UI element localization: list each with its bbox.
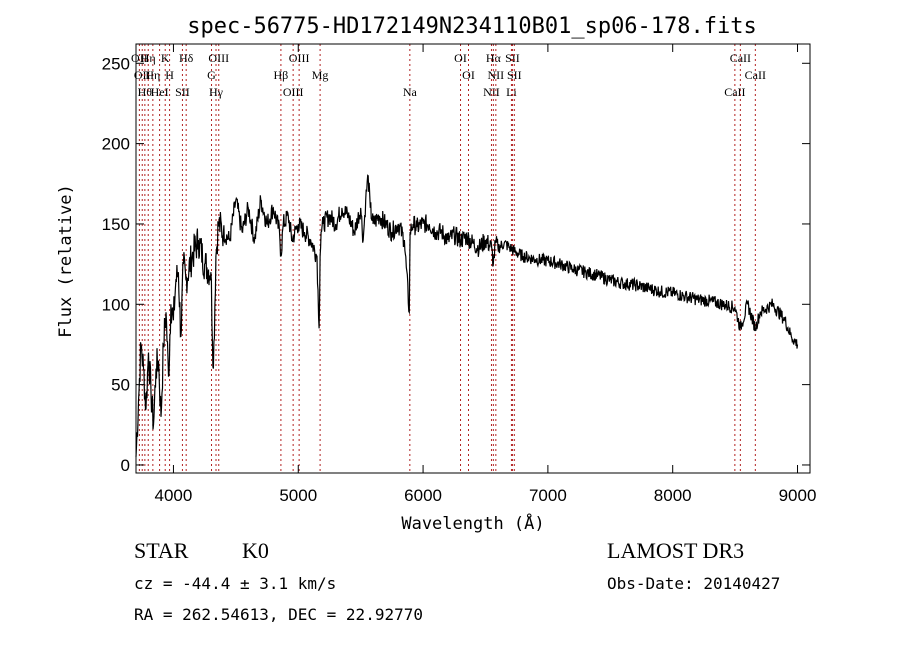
line-label-6: K — [161, 51, 170, 65]
line-label-23: Li — [506, 85, 517, 99]
line-label-11: Hγ — [209, 85, 224, 99]
chart-title: spec-56775-HD172149N234110B01_sp06-178.f… — [187, 14, 757, 39]
y-tick-label-4: 200 — [102, 135, 130, 154]
line-label-9: Hδ — [179, 51, 194, 65]
line-label-14: OIII — [283, 85, 304, 99]
survey-release: LAMOST DR3 — [607, 538, 744, 563]
x-axis-label: Wavelength (Å) — [401, 512, 544, 534]
x-tick-label-3: 7000 — [529, 486, 567, 505]
observation-date: Obs-Date: 20140427 — [607, 574, 780, 593]
line-label-13: Hβ — [274, 68, 289, 82]
x-tick-label-4: 8000 — [654, 486, 692, 505]
object-class: STAR — [134, 538, 189, 563]
line-label-17: Na — [403, 85, 418, 99]
y-tick-label-2: 100 — [102, 295, 130, 314]
flux-line — [135, 174, 799, 457]
line-label-7: H — [165, 68, 174, 82]
axis-ticks: 4000 5000 6000 7000 8000 9000 0 50 100 150 200 250 — [102, 44, 817, 505]
y-tick-label-1: 50 — [111, 376, 130, 395]
y-tick-label-5: 250 — [102, 54, 130, 73]
x-tick-label-0: 4000 — [155, 486, 193, 505]
redshift-cz: cz = -44.4 ± 3.1 km/s — [134, 574, 336, 593]
line-label-26: CaII — [724, 85, 745, 99]
line-label-3: Hη — [141, 51, 156, 65]
line-label-16: Mg — [312, 68, 329, 82]
x-tick-label-1: 5000 — [279, 486, 317, 505]
x-tick-label-5: 9000 — [779, 486, 817, 505]
line-label-0: OII — [131, 51, 148, 65]
y-tick-label-3: 150 — [102, 215, 130, 234]
y-tick-label-0: 0 — [121, 456, 130, 475]
plot-frame — [135, 43, 811, 474]
line-label-12: OIII — [208, 51, 229, 65]
object-subclass: K0 — [242, 538, 269, 563]
line-label-15: OIII — [289, 51, 310, 65]
line-label-28: CaII — [745, 68, 766, 82]
line-label-8: SII — [175, 85, 190, 99]
line-label-25: SII — [507, 68, 522, 82]
spectral-lines: OIIOIIHθHηHηHeIKHSIIHδGHγOIIIHβOIIIOIIIM… — [131, 44, 766, 473]
line-label-4: Hη — [145, 68, 160, 82]
line-label-19: OI — [462, 68, 475, 82]
coordinates: RA = 262.54613, DEC = 22.92770 — [134, 605, 423, 624]
line-label-5: HeI — [151, 85, 169, 99]
line-label-27: CaII — [730, 51, 751, 65]
y-axis-label: Flux (relative) — [56, 184, 76, 338]
line-label-20: NII — [483, 85, 500, 99]
line-label-22: NII — [488, 68, 505, 82]
line-label-18: OI — [454, 51, 467, 65]
x-tick-label-2: 6000 — [404, 486, 442, 505]
line-label-1: OII — [134, 68, 151, 82]
line-label-10: G — [207, 68, 216, 82]
line-label-21: Hα — [486, 51, 502, 65]
line-label-24: SII — [505, 51, 520, 65]
